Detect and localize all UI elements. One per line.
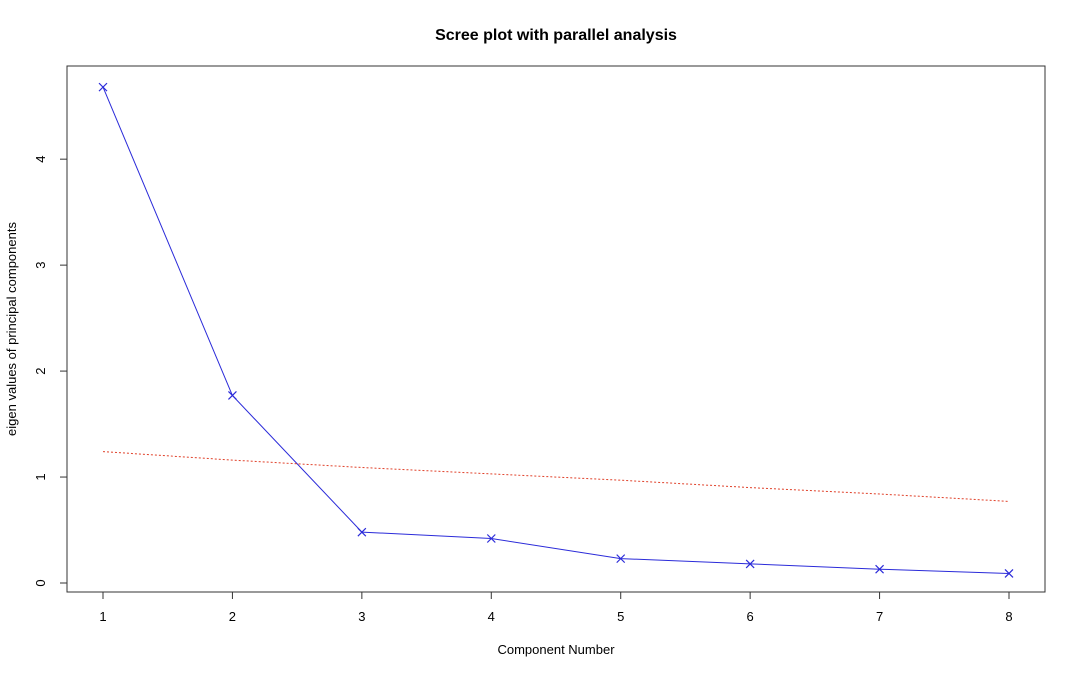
- y-axis: 0 1 2 3 4: [33, 156, 68, 587]
- x-tick-label: 4: [488, 609, 495, 624]
- x-tick-label: 3: [358, 609, 365, 624]
- data-point: [98, 82, 108, 92]
- x-tick-label: 6: [747, 609, 754, 624]
- data-point: [357, 527, 367, 537]
- plot-frame: [66, 65, 1046, 593]
- series-1: [98, 82, 1014, 578]
- y-tick-label: 1: [33, 473, 48, 480]
- y-tick-label: 0: [33, 579, 48, 586]
- data-point: [486, 534, 496, 543]
- x-tick-label: 2: [229, 609, 236, 624]
- chart-title: Scree plot with parallel analysis: [435, 27, 677, 44]
- x-axis: 1 2 3 4 5 6 7 8: [99, 591, 1013, 624]
- series-line: [102, 451, 1010, 502]
- data-point: [745, 559, 755, 569]
- x-tick-label: 5: [617, 609, 624, 624]
- data-point: [1004, 569, 1014, 578]
- x-tick-label: 1: [99, 609, 106, 624]
- x-axis-label: Component Number: [497, 642, 615, 657]
- x-tick-label: 7: [876, 609, 883, 624]
- series-layer: [98, 82, 1014, 578]
- x-tick-label: 8: [1005, 609, 1012, 624]
- y-tick-label: 2: [33, 367, 48, 374]
- y-axis-label: eigen values of principal components: [4, 222, 19, 436]
- series-2: [102, 451, 1010, 502]
- y-tick-label: 3: [33, 262, 48, 269]
- y-tick-label: 4: [33, 156, 48, 163]
- data-point: [616, 554, 626, 564]
- data-point: [875, 564, 884, 574]
- data-point: [228, 391, 237, 400]
- series-line: [102, 86, 1010, 574]
